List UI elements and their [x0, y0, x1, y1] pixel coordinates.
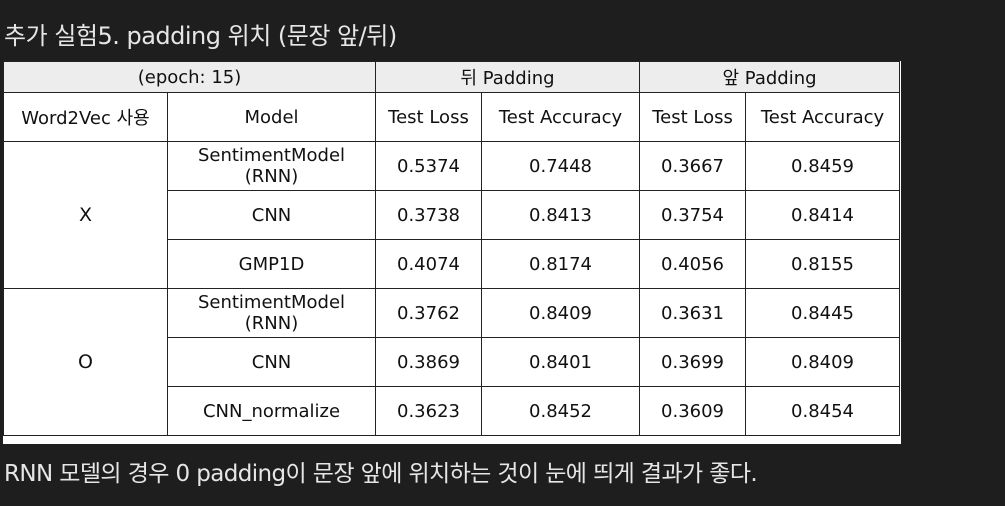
back-accuracy-cell: 0.7448: [480, 141, 641, 191]
front-accuracy-cell: 0.8459: [745, 141, 901, 191]
front-accuracy-cell: 0.8409: [745, 337, 901, 387]
model-cell: SentimentModel (RNN): [167, 288, 376, 338]
front-loss-cell: 0.3609: [639, 386, 747, 436]
front-loss-cell: 0.4056: [639, 239, 747, 289]
model-cell: CNN: [167, 337, 376, 387]
results-table-image: (epoch: 15) 뒤 Padding 앞 Padding Word2Vec…: [3, 61, 901, 444]
front-loss-cell: 0.3631: [639, 288, 747, 338]
front-accuracy-cell: 0.8414: [745, 190, 901, 240]
back-loss-cell: 0.5374: [375, 141, 482, 191]
word2vec-column-header: Word2Vec 사용: [3, 92, 168, 142]
model-name-line1: SentimentModel: [197, 145, 346, 166]
conclusion-note: RNN 모델의 경우 0 padding이 문장 앞에 위치하는 것이 눈에 띄…: [4, 461, 758, 487]
epoch-label-cell: (epoch: 15): [3, 61, 376, 93]
back-accuracy-cell: 0.8409: [480, 288, 641, 338]
back-accuracy-cell: 0.8174: [480, 239, 641, 289]
front-accuracy-cell: 0.8445: [745, 288, 901, 338]
back-loss-cell: 0.3762: [375, 288, 482, 338]
back-loss-cell: 0.4074: [375, 239, 482, 289]
back-loss-cell: 0.3738: [375, 190, 482, 240]
model-cell: GMP1D: [167, 239, 376, 289]
front-padding-header: 앞 Padding: [639, 61, 901, 93]
model-name-line2: (RNN): [244, 166, 299, 187]
word2vec-group-cell: O: [3, 288, 168, 436]
back-accuracy-cell: 0.8452: [480, 386, 641, 436]
front-loss-cell: 0.3667: [639, 141, 747, 191]
model-column-header: Model: [167, 92, 376, 142]
model-name-line1: CNN_normalize: [202, 400, 341, 422]
model-name-line1: GMP1D: [238, 253, 305, 275]
table-row: X SentimentModel (RNN) 0.5374 0.7448 0.3…: [3, 141, 901, 289]
front-test-accuracy-header: Test Accuracy: [745, 92, 901, 142]
table-row: GMP1D 0.4074 0.8174 0.4056 0.8155: [4, 239, 901, 289]
back-loss-cell: 0.3869: [375, 337, 482, 387]
front-loss-cell: 0.3754: [639, 190, 747, 240]
results-table: (epoch: 15) 뒤 Padding 앞 Padding Word2Vec…: [3, 61, 901, 436]
front-loss-cell: 0.3699: [639, 337, 747, 387]
page-heading: 추가 실험5. padding 위치 (문장 앞/뒤): [4, 22, 397, 50]
back-padding-header: 뒤 Padding: [374, 61, 641, 93]
table-header-row: Word2Vec 사용 Model Test Loss Test Accurac…: [3, 92, 901, 142]
table-row: CNN_normalize 0.3623 0.8452 0.3609 0.845…: [4, 386, 901, 436]
back-accuracy-cell: 0.8413: [480, 190, 641, 240]
word2vec-group-cell: X: [3, 141, 168, 289]
table-row: CNN 0.3738 0.8413 0.3754 0.8414: [4, 190, 901, 240]
front-test-loss-header: Test Loss: [639, 92, 747, 142]
model-cell: SentimentModel (RNN): [167, 141, 376, 191]
back-test-loss-header: Test Loss: [375, 92, 482, 142]
front-accuracy-cell: 0.8155: [745, 239, 901, 289]
model-name-line1: CNN: [251, 351, 292, 373]
model-cell: CNN: [167, 190, 376, 240]
table-row: O SentimentModel (RNN) 0.3762 0.8409 0.3…: [3, 288, 901, 436]
model-name-line1: CNN: [251, 204, 292, 226]
back-accuracy-cell: 0.8401: [480, 337, 641, 387]
model-cell: CNN_normalize: [167, 386, 376, 436]
back-loss-cell: 0.3623: [375, 386, 482, 436]
back-test-accuracy-header: Test Accuracy: [480, 92, 641, 142]
table-header-row-top: (epoch: 15) 뒤 Padding 앞 Padding: [3, 61, 901, 93]
model-name-line2: (RNN): [244, 313, 299, 334]
front-accuracy-cell: 0.8454: [745, 386, 901, 436]
model-name-line1: SentimentModel: [197, 292, 346, 313]
table-row: CNN 0.3869 0.8401 0.3699 0.8409: [4, 337, 901, 387]
